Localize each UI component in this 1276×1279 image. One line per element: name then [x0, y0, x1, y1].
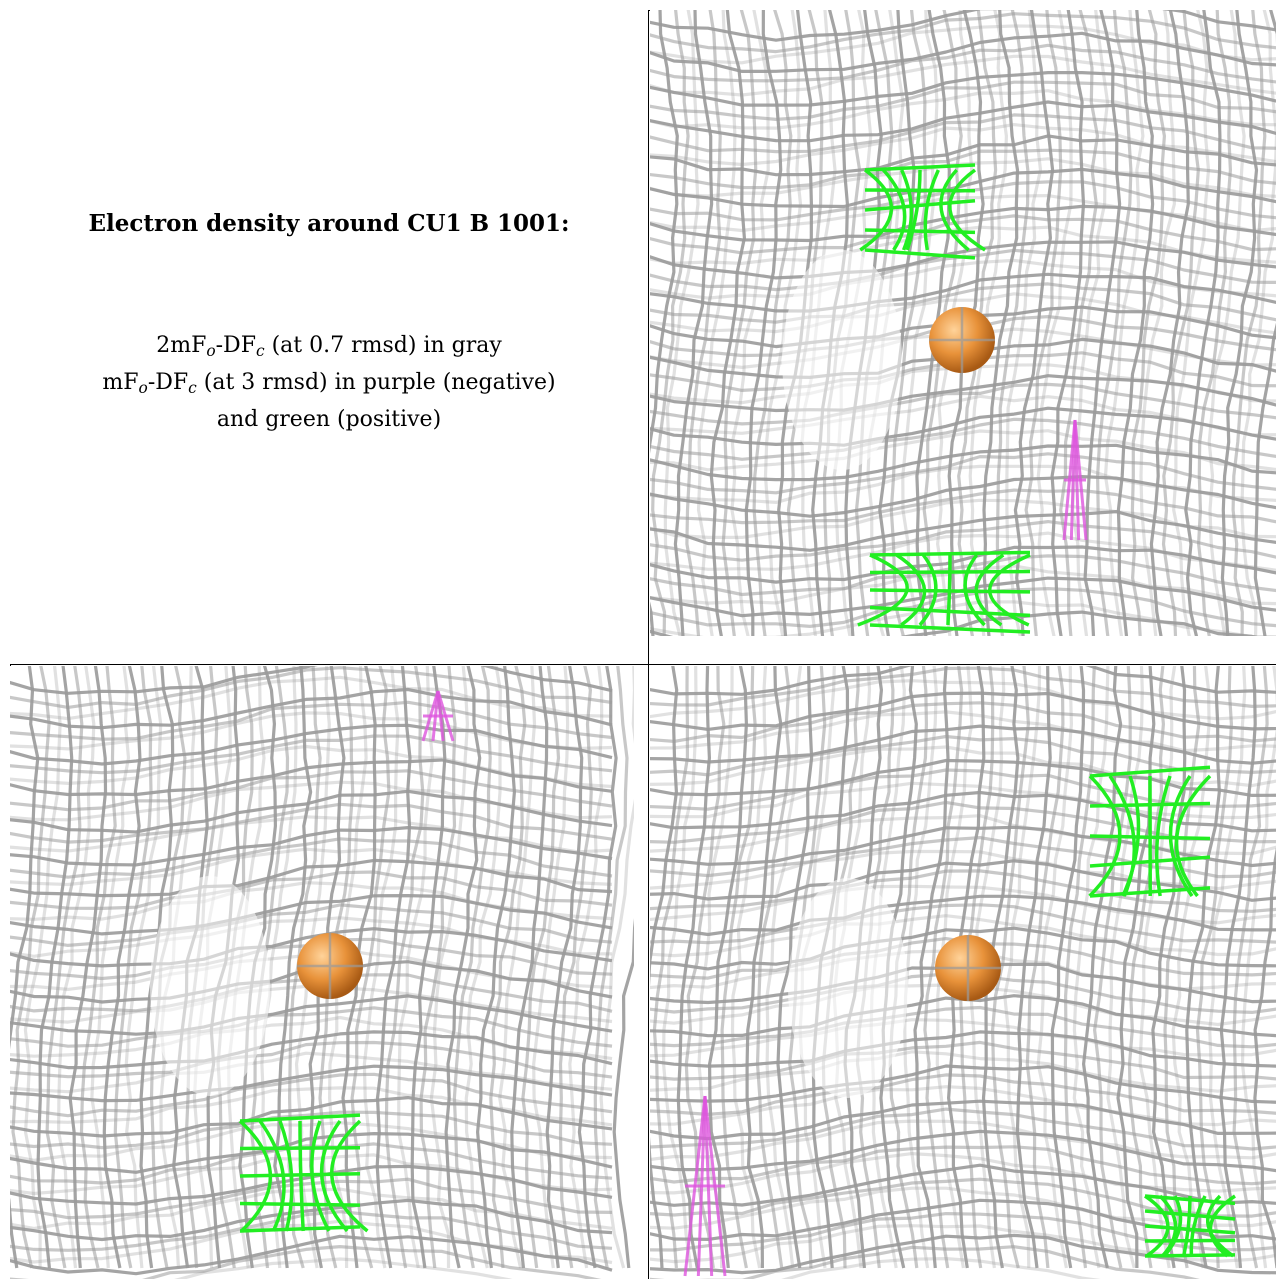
table-divider-vertical — [648, 10, 649, 1279]
legend-text: 2mFo-DFc (at 0.7 rmsd) in gray mFo-DFc (… — [10, 330, 648, 435]
negative-density-mesh — [1062, 419, 1088, 541]
legend-line-fofc: mFo-DFc (at 3 rmsd) in purple (negative) — [102, 369, 556, 397]
positive-density-mesh — [1088, 765, 1236, 1258]
positive-density-mesh — [238, 1113, 369, 1233]
legend-line-colors: and green (positive) — [216, 406, 442, 432]
density-map-svg — [650, 10, 1276, 636]
legend-line-2fofc: 2mFo-DFc (at 0.7 rmsd) in gray — [156, 333, 502, 360]
legend-cell: Electron density around CU1 B 1001: 2mFo… — [10, 10, 648, 664]
density-map-svg — [650, 666, 1276, 1279]
gray-density-mesh — [650, 666, 1276, 1279]
density-panel-top-right — [650, 10, 1276, 664]
density-map-svg — [10, 666, 634, 1279]
negative-density-mesh — [683, 1095, 727, 1277]
density-panel-bottom-left — [10, 666, 648, 1279]
table-divider-horizontal — [10, 664, 1276, 665]
density-panel-bottom-right — [650, 666, 1276, 1279]
figure-title: Electron density around CU1 B 1001: — [88, 210, 570, 237]
positive-density-mesh — [857, 163, 1031, 634]
gray-density-mesh — [10, 666, 634, 1279]
negative-density-mesh — [421, 690, 455, 742]
